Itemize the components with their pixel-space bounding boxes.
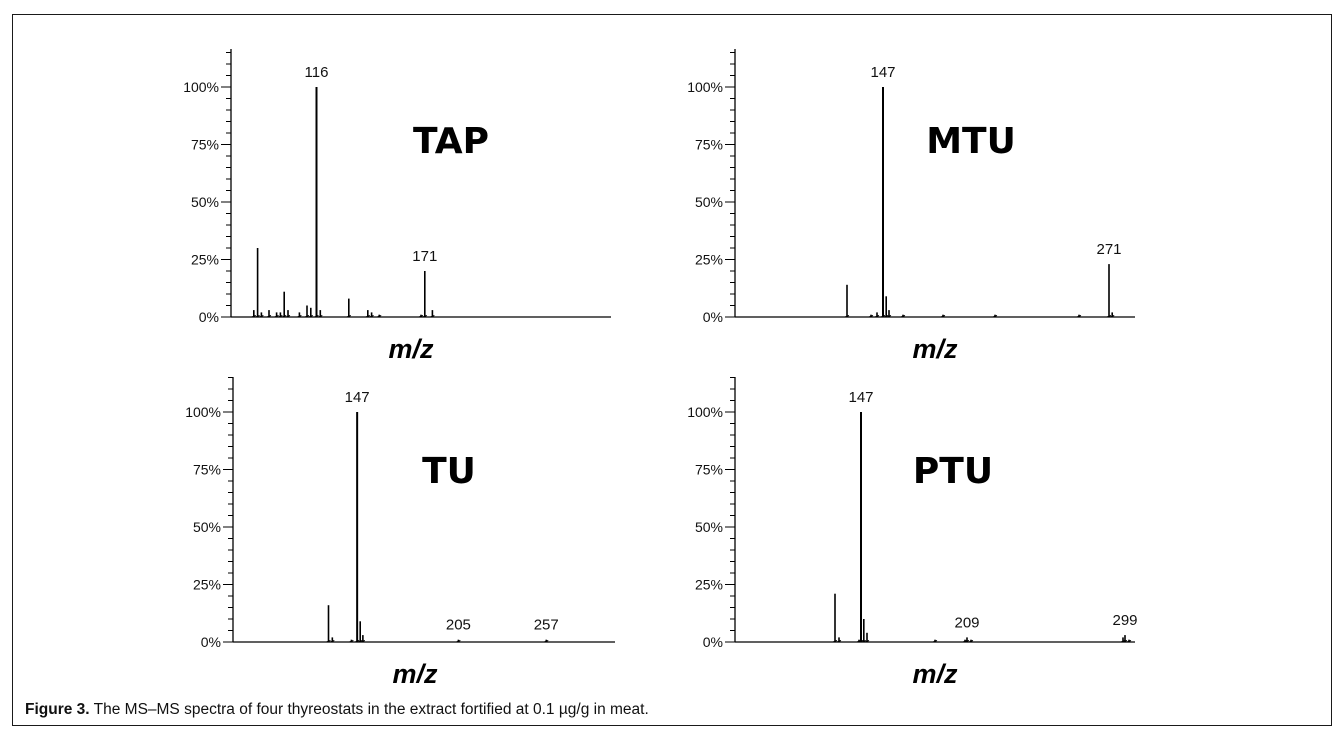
tap-y-tick-label: 75% bbox=[191, 137, 219, 153]
figure-frame: 0% 25% 50% 75% 100% 116 171 TAP m/z 0% 25% 50% 75% 10… bbox=[12, 14, 1332, 726]
ptu-peak-base bbox=[836, 640, 842, 643]
ptu-peak-base bbox=[964, 640, 970, 643]
tap-peak-base bbox=[255, 315, 260, 318]
tap-peak-base bbox=[282, 315, 287, 318]
tap-peak-base bbox=[418, 315, 424, 318]
ptu-x-axis-label: m/z bbox=[912, 659, 958, 683]
mtu-peak-base bbox=[886, 315, 892, 318]
mtu-peak-base bbox=[1110, 315, 1115, 318]
tap-peak-base bbox=[304, 315, 310, 318]
ptu-peak-base bbox=[1126, 640, 1132, 643]
mtu-y-tick-label: 100% bbox=[687, 79, 723, 95]
tu-peak-base bbox=[360, 640, 366, 643]
ptu-peak-base bbox=[858, 640, 864, 643]
tap-compound-label: TAP bbox=[413, 121, 489, 162]
tap-peak-base bbox=[285, 315, 291, 318]
ptu-peak-base bbox=[856, 640, 862, 643]
mtu-y-tick-label: 25% bbox=[695, 252, 723, 268]
tap-peak-base bbox=[422, 315, 427, 318]
ptu-peak-label: 147 bbox=[848, 389, 873, 406]
ptu-peak-label: 299 bbox=[1112, 612, 1137, 629]
tap-peak-base bbox=[346, 315, 351, 318]
tap-x-axis-label: m/z bbox=[388, 334, 434, 364]
mtu-peak-base bbox=[874, 315, 880, 318]
ptu-peak-base bbox=[932, 640, 938, 643]
mtu-peak-base bbox=[868, 315, 874, 318]
mtu-peak-base bbox=[1076, 315, 1082, 318]
tu-peak-base bbox=[544, 640, 549, 643]
tap-peak-base bbox=[259, 315, 264, 318]
ptu-y-tick-label: 75% bbox=[695, 462, 723, 478]
tu-y-tick-label: 75% bbox=[193, 462, 221, 478]
ms-spectra-figure: 0% 25% 50% 75% 100% 116 171 TAP m/z 0% 25% 50% 75% 10… bbox=[183, 49, 1138, 683]
mtu-y-tick-label: 75% bbox=[695, 137, 723, 153]
tap-peak-base bbox=[314, 315, 319, 318]
tap-peak-base bbox=[377, 315, 382, 318]
tu-y-tick-label: 25% bbox=[193, 577, 221, 593]
tap-y-tick-label: 25% bbox=[191, 252, 219, 268]
tap-peak-label: 171 bbox=[412, 248, 437, 265]
ptu-peak-base bbox=[962, 640, 968, 643]
tap-peak-label: 116 bbox=[305, 64, 329, 81]
mtu-peak-base bbox=[940, 315, 946, 318]
tu-x-axis-label: m/z bbox=[392, 659, 438, 683]
mtu-y-tick-label: 0% bbox=[703, 309, 723, 325]
mtu-peak-base bbox=[1106, 315, 1112, 318]
tu-compound-label: TU bbox=[422, 451, 476, 492]
tap-peak-base bbox=[297, 315, 302, 318]
mtu-peak-base bbox=[884, 315, 889, 318]
tu-peak-base bbox=[358, 640, 363, 643]
ptu-peak-base bbox=[832, 640, 838, 643]
tu-peak-label: 147 bbox=[345, 389, 370, 406]
ptu-peak-base bbox=[968, 640, 974, 643]
tu-peak-label: 205 bbox=[446, 617, 471, 634]
tap-peak-base bbox=[274, 315, 279, 318]
figure-caption-label: Figure 3. bbox=[25, 701, 90, 718]
ptu-peak-base bbox=[864, 640, 870, 643]
tap-peak-base bbox=[251, 315, 256, 318]
tap-peak-base bbox=[308, 315, 313, 318]
tap-y-tick-label: 100% bbox=[183, 79, 219, 95]
tu-peak-label: 257 bbox=[534, 617, 559, 634]
ptu-y-tick-label: 100% bbox=[687, 404, 723, 420]
tu-peak-base bbox=[354, 640, 360, 643]
mtu-peak-base bbox=[880, 315, 886, 318]
ptu-y-tick-label: 25% bbox=[695, 577, 723, 593]
mtu-peak-base bbox=[992, 315, 998, 318]
ptu-peak-label: 209 bbox=[954, 614, 979, 631]
ptu-peak-base bbox=[861, 640, 866, 643]
tap-peak-base bbox=[430, 315, 435, 318]
mtu-peak-label: 147 bbox=[870, 64, 895, 81]
mtu-y-tick-label: 50% bbox=[695, 194, 723, 210]
mtu-x-axis-label: m/z bbox=[912, 334, 958, 364]
ptu-peak-base bbox=[1120, 640, 1126, 643]
mtu-peak-base bbox=[900, 315, 906, 318]
mtu-compound-label: MTU bbox=[926, 121, 1016, 162]
ptu-peak-base bbox=[1122, 640, 1128, 643]
figure-caption-text: The MS–MS spectra of four thyreostats in… bbox=[89, 701, 649, 718]
tu-peak-base bbox=[326, 640, 331, 643]
tap-y-tick-label: 50% bbox=[191, 194, 219, 210]
mtu-peak-label: 271 bbox=[1096, 241, 1121, 258]
tap-peak-base bbox=[266, 315, 272, 318]
tap-peak-base bbox=[365, 315, 370, 318]
ptu-y-tick-label: 0% bbox=[703, 634, 723, 650]
tu-y-tick-label: 100% bbox=[185, 404, 221, 420]
figure-caption: Figure 3. The MS–MS spectra of four thyr… bbox=[25, 701, 649, 719]
tap-peak-base bbox=[318, 315, 323, 318]
tap-peak-base bbox=[278, 315, 283, 318]
tap-y-tick-label: 0% bbox=[199, 309, 219, 325]
ptu-compound-label: PTU bbox=[913, 451, 993, 492]
mtu-peak-base bbox=[844, 315, 850, 318]
tu-peak-base bbox=[349, 640, 354, 643]
ptu-y-tick-label: 50% bbox=[695, 519, 723, 535]
tu-peak-base bbox=[330, 640, 335, 643]
tap-peak-base bbox=[369, 315, 374, 318]
tu-peak-base bbox=[456, 640, 461, 643]
tu-y-tick-label: 0% bbox=[201, 634, 221, 650]
tu-y-tick-label: 50% bbox=[193, 519, 221, 535]
